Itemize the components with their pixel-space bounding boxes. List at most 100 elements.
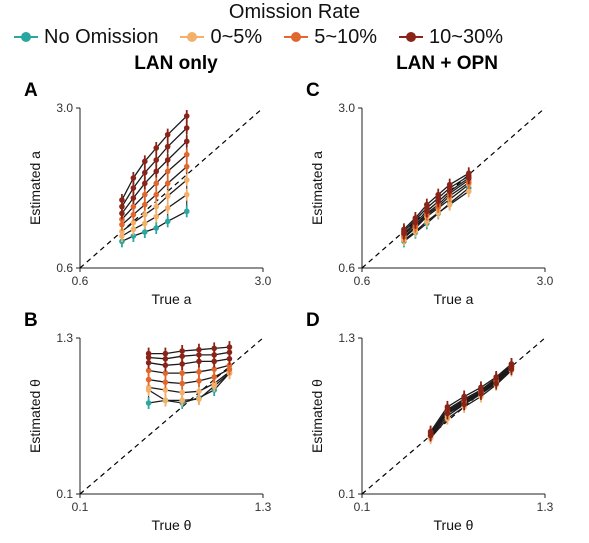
data-point bbox=[211, 352, 217, 358]
data-point bbox=[211, 358, 217, 365]
data-point bbox=[130, 195, 137, 201]
data-point bbox=[142, 180, 148, 187]
data-point bbox=[183, 138, 190, 145]
legend-label: 0~5% bbox=[210, 25, 263, 48]
x-tick-label: 0.6 bbox=[354, 274, 371, 288]
series-line bbox=[148, 368, 230, 385]
data-point bbox=[196, 346, 202, 353]
data-point bbox=[179, 348, 185, 354]
series-line bbox=[148, 364, 230, 374]
data-point bbox=[183, 163, 190, 170]
y-tick-label: 3.0 bbox=[56, 101, 73, 115]
y-tick-label: 0.1 bbox=[338, 487, 355, 501]
panel-letter: C bbox=[306, 80, 320, 101]
legend-label: No Omission bbox=[44, 25, 159, 48]
series-line bbox=[148, 371, 230, 394]
data-point bbox=[130, 233, 137, 239]
data-point bbox=[401, 226, 407, 233]
x-tick-label: 1.3 bbox=[255, 500, 272, 514]
data-point bbox=[183, 177, 190, 183]
legend-item: 10~30% bbox=[399, 26, 503, 49]
y-tick-label: 1.3 bbox=[338, 331, 355, 345]
column-title-lan-only: LAN only bbox=[134, 53, 218, 74]
y-axis-label: Estimated a bbox=[309, 151, 325, 225]
data-point bbox=[142, 201, 148, 208]
data-point bbox=[196, 369, 202, 375]
data-point bbox=[465, 170, 472, 177]
data-point bbox=[145, 384, 152, 391]
data-point bbox=[465, 188, 472, 195]
data-point bbox=[226, 362, 233, 369]
data-point bbox=[142, 220, 148, 227]
legend: No Omission 0~5% 5~10% 10~30% bbox=[14, 26, 525, 48]
legend-label: 5~10% bbox=[314, 25, 378, 48]
y-tick-label: 0.6 bbox=[338, 261, 355, 275]
data-point bbox=[119, 210, 125, 217]
series-line bbox=[148, 358, 230, 366]
data-point bbox=[211, 380, 217, 387]
y-axis-label: Estimated a bbox=[27, 151, 43, 225]
data-point bbox=[142, 191, 148, 198]
panel-letter: B bbox=[24, 310, 38, 331]
legend-item: No Omission bbox=[14, 26, 158, 49]
data-point bbox=[196, 358, 202, 365]
series-line bbox=[121, 115, 188, 201]
legend-title: Omission Rate bbox=[228, 1, 361, 23]
series-line bbox=[121, 154, 188, 220]
data-point bbox=[196, 388, 202, 395]
data-point bbox=[130, 175, 137, 181]
data-point bbox=[164, 180, 171, 187]
data-point bbox=[153, 180, 160, 187]
data-point bbox=[164, 205, 171, 211]
data-point bbox=[164, 193, 171, 199]
data-point bbox=[119, 203, 125, 210]
y-tick-label: 0.1 bbox=[56, 487, 73, 501]
data-point bbox=[162, 397, 169, 404]
data-point bbox=[119, 228, 125, 235]
x-tick-label: 0.6 bbox=[72, 274, 89, 288]
data-point bbox=[435, 191, 442, 198]
data-point bbox=[162, 370, 169, 376]
x-tick-label: 3.0 bbox=[537, 274, 554, 288]
data-point bbox=[162, 379, 169, 386]
panel-letter: D bbox=[306, 310, 320, 331]
x-tick-label: 0.1 bbox=[72, 500, 89, 514]
x-tick-label: 3.0 bbox=[255, 274, 272, 288]
data-point bbox=[142, 158, 148, 165]
legend-key bbox=[180, 31, 205, 43]
data-point bbox=[162, 362, 169, 369]
y-axis-label: Estimated θ bbox=[309, 379, 325, 453]
x-axis-label: True a bbox=[434, 291, 474, 307]
data-point bbox=[183, 125, 190, 131]
series-line bbox=[121, 140, 188, 214]
data-point bbox=[179, 389, 185, 396]
data-point bbox=[153, 225, 160, 231]
data-point bbox=[478, 384, 484, 391]
x-axis-label: True θ bbox=[434, 517, 474, 533]
data-point bbox=[130, 226, 137, 233]
data-point bbox=[153, 191, 160, 198]
data-point bbox=[179, 361, 185, 367]
x-axis-label: True a bbox=[152, 291, 192, 307]
data-point bbox=[145, 400, 152, 406]
data-point bbox=[145, 367, 152, 374]
data-point bbox=[145, 376, 152, 383]
x-tick-label: 0.1 bbox=[354, 500, 371, 514]
data-point bbox=[153, 157, 160, 163]
data-point bbox=[153, 168, 160, 175]
legend-item: 5~10% bbox=[284, 26, 377, 49]
y-axis-label: Estimated θ bbox=[27, 379, 43, 453]
data-point bbox=[153, 145, 160, 151]
panel-letter: A bbox=[24, 80, 38, 101]
data-point bbox=[211, 345, 217, 352]
data-point bbox=[130, 185, 137, 191]
data-point bbox=[164, 157, 171, 163]
legend-item: 0~5% bbox=[180, 26, 262, 49]
data-point bbox=[444, 404, 451, 410]
data-point bbox=[164, 218, 171, 225]
series-line bbox=[430, 363, 512, 432]
data-point bbox=[226, 344, 233, 350]
data-point bbox=[153, 213, 160, 220]
data-point bbox=[130, 203, 137, 210]
